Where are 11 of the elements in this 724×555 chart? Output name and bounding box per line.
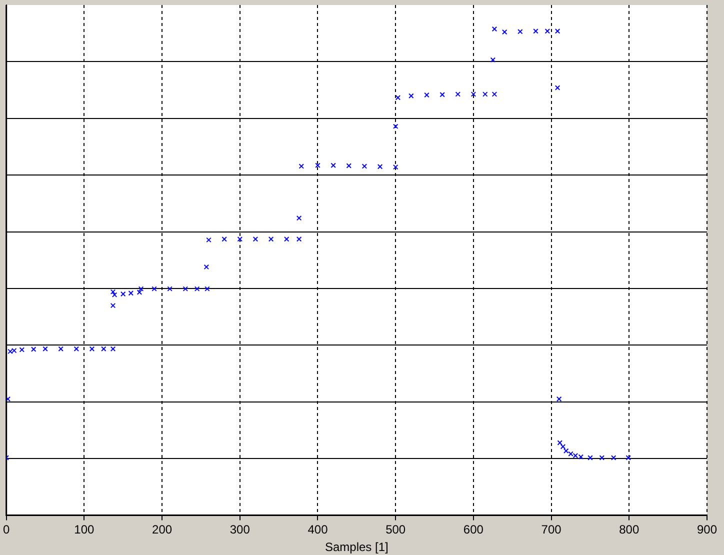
x-tick-label: 700 bbox=[541, 522, 562, 537]
x-tick-label: 900 bbox=[696, 522, 718, 537]
x-tick-label: 500 bbox=[386, 522, 406, 537]
x-tick-label: 200 bbox=[152, 522, 172, 537]
x-tick-label: 100 bbox=[74, 522, 95, 537]
x-tick-label: 0 bbox=[2, 522, 10, 537]
x-tick-label: 800 bbox=[619, 522, 640, 537]
x-tick-label: 600 bbox=[463, 522, 484, 537]
x-tick-label: 400 bbox=[308, 522, 328, 537]
x-tick-label: 300 bbox=[230, 522, 250, 537]
x-axis-title: Samples [1] bbox=[324, 540, 388, 554]
